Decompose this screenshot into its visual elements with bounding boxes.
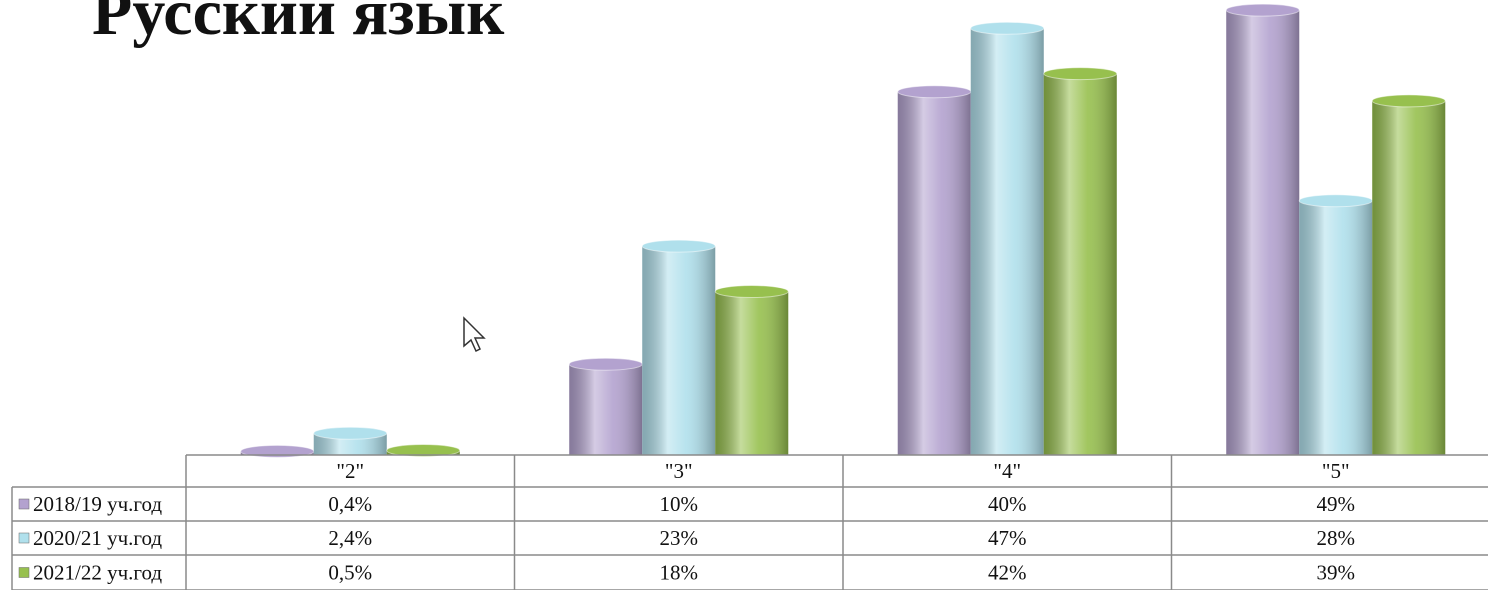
bar-shade xyxy=(642,246,716,455)
value-label: 39% xyxy=(1317,560,1356,584)
bar-cap xyxy=(714,285,789,299)
bar-cap xyxy=(1225,3,1300,17)
legend-swatch xyxy=(18,532,30,544)
value-label: 47% xyxy=(988,526,1027,550)
chart-title: Русский язык xyxy=(92,0,504,49)
bar-cap xyxy=(897,85,972,99)
value-label: 40% xyxy=(988,492,1027,516)
bar-shade xyxy=(1043,73,1117,455)
value-label: 42% xyxy=(988,560,1027,584)
category-label: "4" xyxy=(993,459,1021,483)
bar-cap xyxy=(641,239,716,253)
value-label: 0,5% xyxy=(328,560,372,584)
legend-label: 2018/19 уч.год xyxy=(33,492,162,516)
bar-cap xyxy=(1371,94,1446,108)
bar-shade xyxy=(1299,200,1373,455)
value-label: 10% xyxy=(660,492,699,516)
category-label: "5" xyxy=(1322,459,1350,483)
category-label: "3" xyxy=(665,459,693,483)
category-label: "2" xyxy=(336,459,364,483)
value-label: 0,4% xyxy=(328,492,372,516)
bar-shade xyxy=(1372,100,1446,455)
bar-cap xyxy=(386,443,461,457)
value-label: 49% xyxy=(1317,492,1356,516)
bar-shade xyxy=(970,28,1044,456)
bar-shade xyxy=(715,291,789,455)
bar-cap xyxy=(1298,194,1373,208)
bar-shade xyxy=(569,364,643,455)
value-label: 18% xyxy=(660,560,699,584)
legend-label: 2021/22 уч.год xyxy=(33,560,162,584)
value-label: 28% xyxy=(1317,526,1356,550)
bar-cap xyxy=(1043,67,1118,81)
legend-swatch xyxy=(18,567,30,578)
bar-shade xyxy=(897,91,971,456)
value-label: 2,4% xyxy=(328,526,372,550)
bar-cap xyxy=(568,357,643,371)
bar-shade xyxy=(1226,10,1300,456)
bar-cap xyxy=(313,426,388,440)
legend-swatch xyxy=(18,498,30,510)
bar-cap xyxy=(970,21,1045,35)
cursor xyxy=(463,316,486,353)
legend-label: 2020/21 уч.год xyxy=(33,526,162,550)
value-label: 23% xyxy=(660,526,699,550)
